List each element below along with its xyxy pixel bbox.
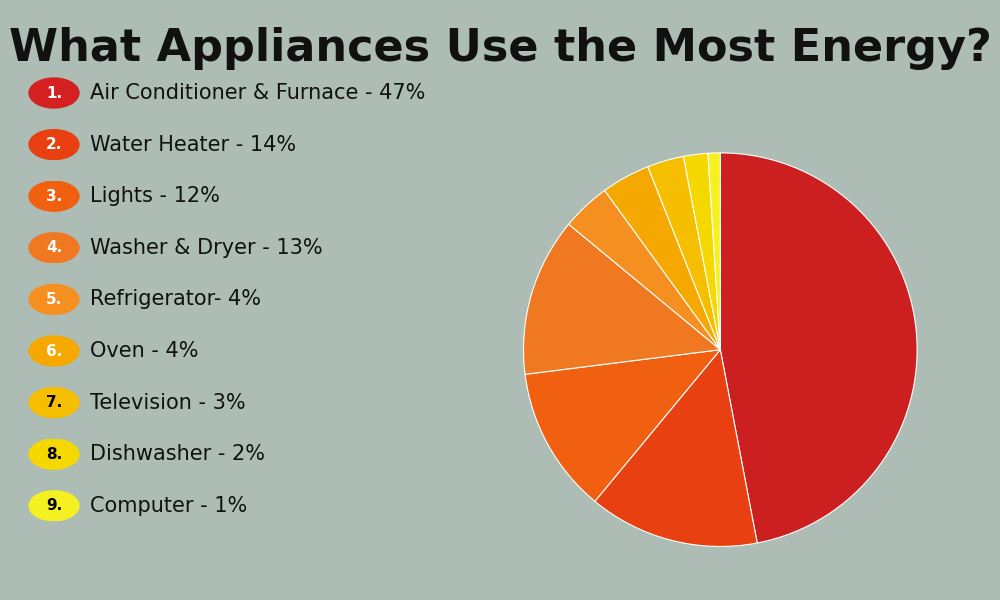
- Text: 4.: 4.: [46, 240, 62, 256]
- Text: 8.: 8.: [46, 446, 62, 462]
- Text: Washer & Dryer - 13%: Washer & Dryer - 13%: [90, 238, 323, 258]
- Text: Television - 3%: Television - 3%: [90, 392, 246, 413]
- Text: Air Conditioner & Furnace - 47%: Air Conditioner & Furnace - 47%: [90, 83, 425, 103]
- Circle shape: [29, 491, 79, 521]
- Text: What Appliances Use the Most Energy?: What Appliances Use the Most Energy?: [9, 27, 991, 70]
- Text: 5.: 5.: [46, 292, 62, 307]
- Wedge shape: [683, 153, 720, 350]
- Text: Lights - 12%: Lights - 12%: [90, 186, 220, 206]
- Wedge shape: [569, 190, 720, 350]
- Circle shape: [29, 439, 79, 469]
- Text: 3.: 3.: [46, 188, 62, 203]
- Text: Dishwasher - 2%: Dishwasher - 2%: [90, 444, 265, 464]
- Wedge shape: [720, 153, 917, 543]
- Text: 7.: 7.: [46, 395, 62, 410]
- Wedge shape: [524, 224, 720, 374]
- Wedge shape: [605, 167, 720, 350]
- Circle shape: [29, 78, 79, 108]
- Text: 1.: 1.: [46, 85, 62, 100]
- Text: Refrigerator- 4%: Refrigerator- 4%: [90, 289, 261, 310]
- Circle shape: [29, 284, 79, 314]
- Wedge shape: [525, 350, 720, 502]
- Circle shape: [29, 388, 79, 418]
- Circle shape: [29, 130, 79, 160]
- Text: 6.: 6.: [46, 343, 62, 358]
- Text: Oven - 4%: Oven - 4%: [90, 341, 198, 361]
- Wedge shape: [708, 153, 720, 350]
- Wedge shape: [595, 350, 757, 547]
- Wedge shape: [648, 157, 720, 350]
- Circle shape: [29, 233, 79, 263]
- Text: 9.: 9.: [46, 498, 62, 513]
- Circle shape: [29, 181, 79, 211]
- Text: Computer - 1%: Computer - 1%: [90, 496, 247, 516]
- Text: Water Heater - 14%: Water Heater - 14%: [90, 134, 296, 155]
- Text: 2.: 2.: [46, 137, 62, 152]
- Circle shape: [29, 336, 79, 366]
